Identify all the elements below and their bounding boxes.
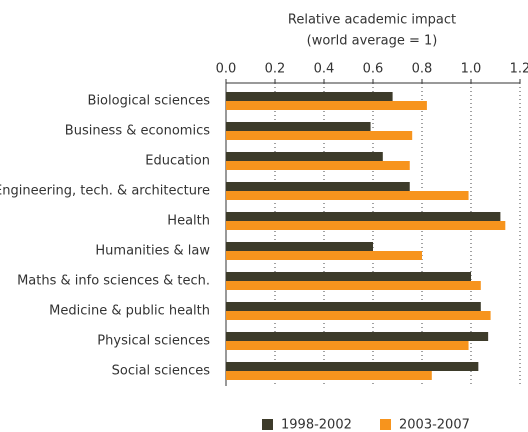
y-tick-label: Education bbox=[145, 154, 210, 169]
bar bbox=[226, 191, 469, 200]
bar bbox=[226, 302, 481, 311]
bar bbox=[226, 311, 491, 320]
bar bbox=[226, 242, 373, 251]
bar bbox=[226, 101, 427, 110]
y-tick-label: Medicine & public health bbox=[49, 304, 210, 319]
bar bbox=[226, 332, 489, 341]
bar bbox=[226, 221, 506, 230]
y-tick-label: Business & economics bbox=[65, 124, 210, 139]
y-tick-label: Engineering, tech. & architecture bbox=[0, 184, 210, 199]
bar bbox=[226, 251, 422, 260]
x-tick-label: 0.6 bbox=[363, 62, 384, 77]
y-tick-label: Biological sciences bbox=[88, 94, 211, 109]
y-tick-label: Health bbox=[167, 214, 210, 229]
bar bbox=[226, 371, 432, 380]
bar bbox=[226, 281, 481, 290]
x-tick-label: 1.0 bbox=[461, 62, 482, 77]
bar bbox=[226, 212, 501, 221]
chart-title: Relative academic impact bbox=[288, 13, 456, 28]
bar bbox=[226, 362, 479, 371]
y-tick-label: Humanities & law bbox=[95, 244, 210, 259]
legend-swatch bbox=[380, 419, 391, 430]
chart-subtitle: (world average = 1) bbox=[307, 34, 438, 49]
bar bbox=[226, 161, 410, 170]
x-tick-label: 0.0 bbox=[216, 62, 237, 77]
y-tick-label: Social sciences bbox=[112, 364, 211, 379]
bar bbox=[226, 131, 413, 140]
bar bbox=[226, 272, 471, 281]
bar bbox=[226, 152, 383, 161]
legend-swatch bbox=[262, 419, 273, 430]
bar bbox=[226, 182, 410, 191]
x-tick-label: 1.2 bbox=[510, 62, 528, 77]
x-tick-label: 0.2 bbox=[265, 62, 286, 77]
bar bbox=[226, 122, 371, 131]
x-tick-label: 0.8 bbox=[412, 62, 433, 77]
bar bbox=[226, 341, 469, 350]
legend-label: 2003-2007 bbox=[399, 418, 470, 432]
y-tick-label: Maths & info sciences & tech. bbox=[17, 274, 210, 289]
y-tick-label: Physical sciences bbox=[97, 334, 210, 349]
legend-label: 1998-2002 bbox=[281, 418, 352, 432]
x-tick-label: 0.4 bbox=[314, 62, 335, 77]
bar bbox=[226, 92, 393, 101]
